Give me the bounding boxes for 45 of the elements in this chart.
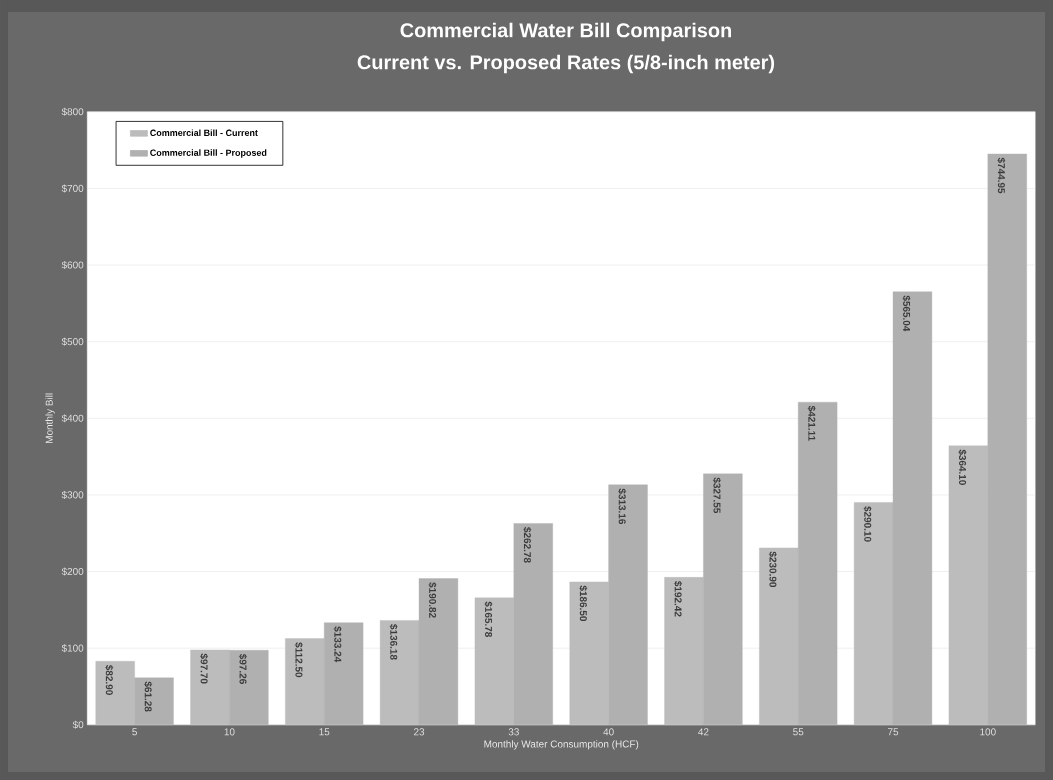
- data-label: $262.78: [523, 527, 532, 563]
- data-label: $61.28: [144, 681, 153, 712]
- y-axis-title: Monthly Bill: [45, 393, 55, 443]
- y-tick-label: $500: [61, 337, 84, 346]
- data-label: $186.50: [579, 585, 588, 622]
- data-label: $364.10: [958, 449, 967, 485]
- x-tick-label: 40: [603, 728, 614, 736]
- y-tick-label: $700: [61, 184, 84, 193]
- x-axis-title: Monthly Water Consumption (HCF): [484, 740, 639, 750]
- data-label: $421.11: [807, 405, 816, 441]
- data-label: $136.18: [389, 624, 398, 660]
- chart-title: Commercial Water Bill Comparison: [400, 22, 732, 42]
- y-tick-label: $600: [61, 261, 84, 270]
- y-tick-label: $100: [61, 644, 84, 653]
- data-label: $112.50: [294, 642, 303, 678]
- data-label: $327.55: [712, 477, 721, 514]
- data-label: $165.78: [484, 601, 493, 638]
- data-label: $190.82: [428, 582, 437, 618]
- y-tick-label: $800: [61, 107, 84, 116]
- x-tick-label: 15: [319, 728, 330, 736]
- chart-subtitle: Current vs. Proposed Rates (5/8-inch meter): [357, 54, 775, 74]
- data-label: $290.10: [863, 506, 872, 542]
- x-tick-label: 23: [413, 728, 425, 736]
- data-label: $744.95: [997, 157, 1006, 194]
- y-tick-label: $400: [61, 414, 84, 423]
- data-label: $97.70: [199, 653, 209, 684]
- x-tick-label: 10: [224, 728, 235, 736]
- x-tick-label: 100: [980, 728, 996, 736]
- x-tick-label: 5: [132, 728, 137, 736]
- legend-label: Commercial Bill - Current: [150, 129, 258, 136]
- x-tick-label: 55: [793, 728, 804, 736]
- data-label: $97.26: [238, 653, 247, 684]
- y-tick-label: $300: [61, 490, 84, 499]
- x-tick-label: 75: [888, 728, 899, 736]
- data-label: $230.90: [768, 551, 777, 588]
- legend-label: Commercial Bill - Proposed: [150, 149, 267, 158]
- data-label: $192.42: [673, 581, 683, 617]
- x-tick-label: 42: [698, 728, 709, 736]
- data-label: $133.24: [333, 626, 342, 663]
- data-label: $313.16: [618, 488, 627, 525]
- x-tick-label: 33: [508, 728, 519, 736]
- y-tick-label: $0: [72, 720, 84, 729]
- data-label: $565.04: [902, 295, 911, 332]
- y-tick-label: $200: [61, 567, 84, 576]
- data-label: $82.90: [105, 664, 114, 695]
